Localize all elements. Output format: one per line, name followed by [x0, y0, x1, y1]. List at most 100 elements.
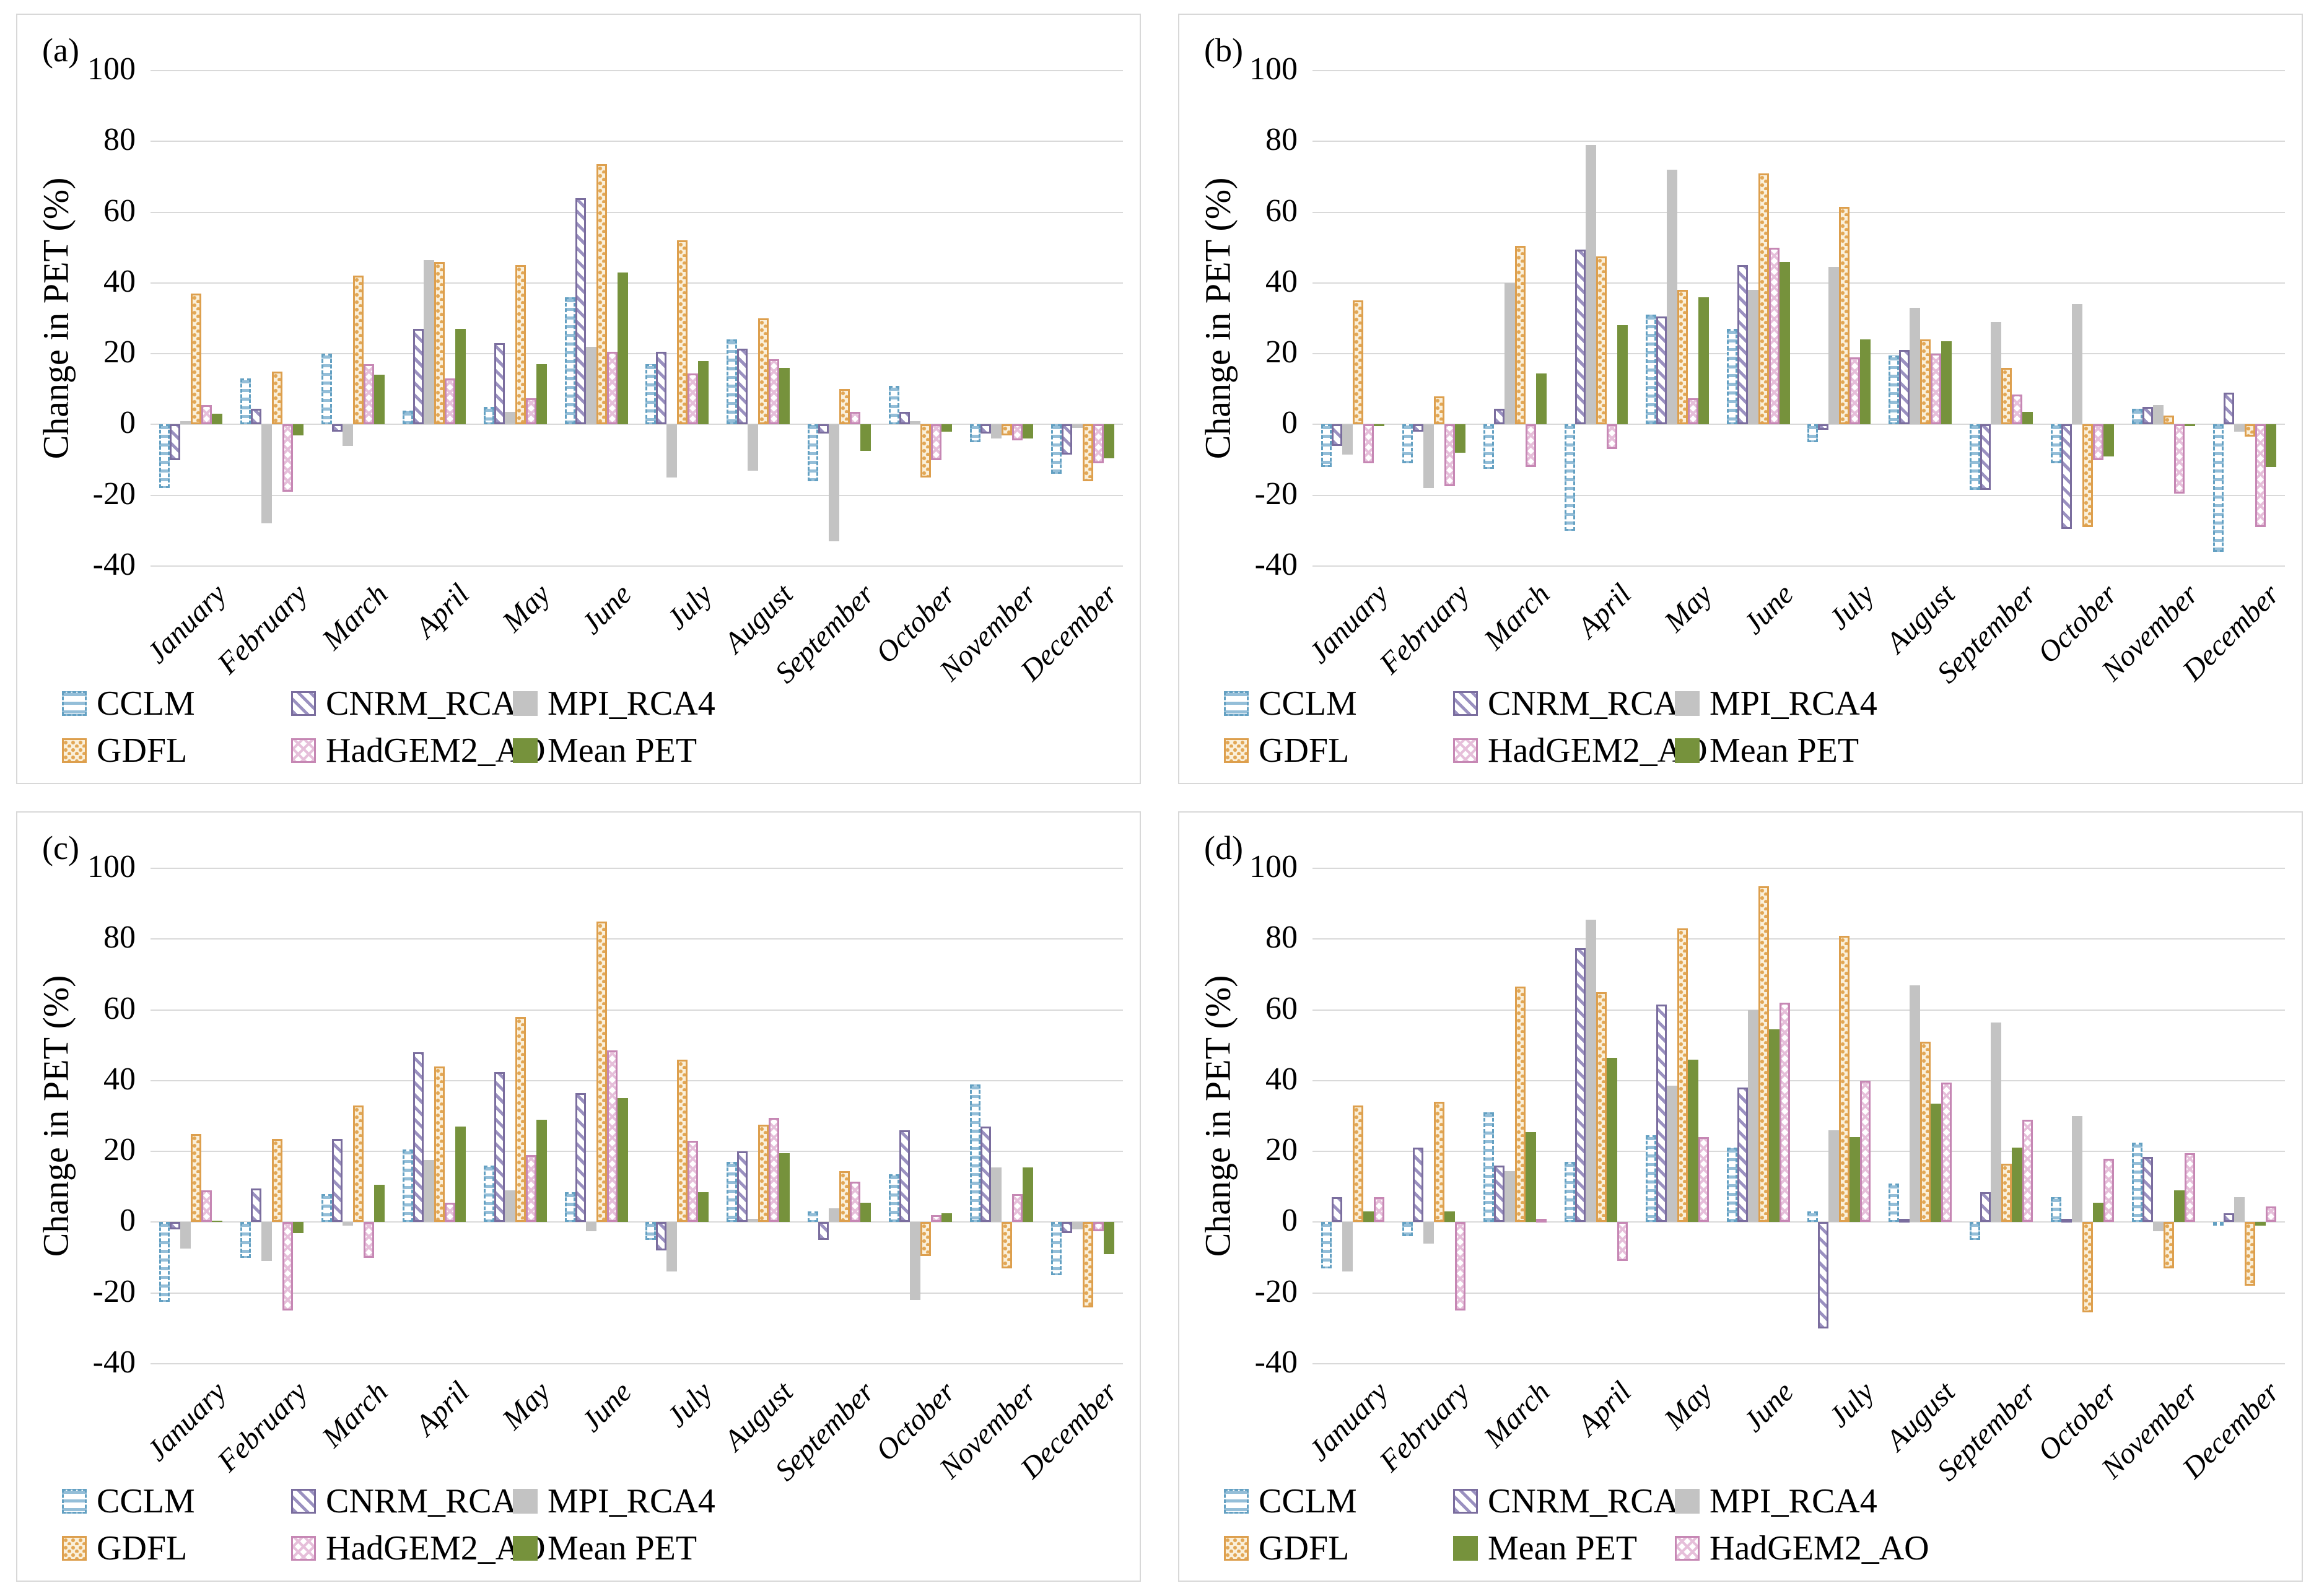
legend-item-HadGEM2-AO: HadGEM2_AO — [291, 731, 546, 770]
bar-Mean-PET-June — [617, 272, 628, 425]
y-tick-label: -40 — [92, 547, 136, 582]
bar-GDFL-May — [515, 1017, 526, 1223]
bar-CCLM-September — [808, 1211, 819, 1223]
plot-area — [1312, 70, 2285, 567]
bar-Mean-PET-February — [293, 1222, 304, 1233]
bar-CNRM-RCA-May — [1656, 1005, 1667, 1223]
bar-MPI-RCA4-August — [748, 424, 759, 471]
bar-MPI-RCA4-November — [990, 424, 1002, 439]
bar-MPI-RCA4-July — [1828, 267, 1840, 425]
bar-HadGEM2-AO-July — [1850, 357, 1861, 425]
legend-label: Mean PET — [1710, 731, 1859, 770]
legend-item-Mean-PET: Mean PET — [1453, 1528, 1637, 1568]
bar-HadGEM2-AO-June — [606, 352, 618, 425]
legend-item-MPI-RCA4: MPI_RCA4 — [1675, 684, 1877, 723]
bar-Mean-PET-April — [1617, 325, 1628, 425]
bar-Mean-PET-December — [1103, 424, 1114, 458]
bar-Mean-PET-July — [1850, 1137, 1861, 1223]
bar-HadGEM2-AO-January — [1374, 1197, 1385, 1223]
x-tick-label-February: February — [1373, 1375, 1475, 1478]
bar-GDFL-September — [839, 389, 850, 425]
bar-GDFL-August — [758, 1125, 769, 1223]
bar-CCLM-July — [1807, 424, 1819, 442]
bar-GDFL-November — [2163, 416, 2174, 425]
bar-CNRM-RCA-February — [1413, 1148, 1424, 1223]
legend-item-CCLM: CCLM — [62, 1481, 195, 1521]
legend-swatch-Mean-PET — [513, 738, 538, 763]
x-tick-label-July: July — [1822, 1375, 1881, 1434]
bar-Mean-PET-March — [1526, 1132, 1537, 1223]
bar-CCLM-August — [1889, 355, 1900, 425]
bar-CCLM-June — [564, 297, 575, 425]
legend-item-MPI-RCA4: MPI_RCA4 — [513, 1481, 715, 1521]
bar-HadGEM2-AO-October — [930, 1215, 941, 1223]
bar-CCLM-April — [402, 410, 413, 425]
legend-label: GDFL — [97, 731, 188, 770]
bar-CCLM-December — [1050, 1222, 1062, 1276]
bar-GDFL-May — [1677, 290, 1688, 425]
legend-swatch-CCLM — [62, 691, 87, 716]
bar-HadGEM2-AO-August — [1931, 354, 1942, 425]
bar-HadGEM2-AO-February — [1455, 1222, 1466, 1311]
legend-swatch-MPI-RCA4 — [513, 1489, 538, 1514]
x-tick-label-July: July — [1822, 577, 1881, 636]
bar-Mean-PET-April — [1606, 1057, 1617, 1223]
y-tick-label: 80 — [103, 122, 136, 158]
bar-HadGEM2-AO-February — [1444, 424, 1456, 487]
bar-HadGEM2-AO-August — [769, 1117, 780, 1223]
bar-Mean-PET-March — [374, 1185, 385, 1223]
x-tick-label-April: April — [1571, 577, 1638, 644]
bar-GDFL-February — [272, 1139, 283, 1223]
bar-CCLM-February — [240, 378, 251, 425]
bar-HadGEM2-AO-July — [688, 373, 699, 425]
bar-HadGEM2-AO-April — [444, 378, 455, 425]
x-tick-label-February: February — [211, 1375, 313, 1478]
bar-CNRM-RCA-September — [1980, 1192, 1991, 1223]
bar-Mean-PET-September — [860, 424, 871, 451]
bar-MPI-RCA4-May — [1666, 1086, 1677, 1223]
bar-GDFL-April — [434, 261, 445, 425]
bar-Mean-PET-November — [2184, 424, 2195, 427]
legend-item-GDFL: GDFL — [62, 1528, 187, 1568]
x-tick-label-February: February — [1373, 577, 1475, 681]
bar-GDFL-September — [839, 1171, 850, 1223]
bar-HadGEM2-AO-March — [1536, 1218, 1547, 1223]
bar-GDFL-December — [1082, 1222, 1093, 1307]
legend-label: Mean PET — [1488, 1529, 1638, 1568]
bar-CCLM-July — [645, 364, 657, 425]
gridline — [151, 1221, 1123, 1223]
bar-MPI-RCA4-December — [2234, 1197, 2245, 1223]
bar-CNRM-RCA-July — [1818, 1222, 1829, 1328]
bar-CNRM-RCA-November — [980, 424, 991, 434]
bar-GDFL-November — [1001, 424, 1012, 435]
x-tick-label-April: April — [409, 577, 476, 644]
gridline — [1312, 1009, 2285, 1011]
legend-item-CCLM: CCLM — [62, 684, 195, 723]
bar-CCLM-April — [1564, 1162, 1575, 1223]
bar-GDFL-April — [434, 1066, 445, 1223]
bar-CCLM-December — [2212, 424, 2224, 552]
legend-label: CNRM_RCA — [326, 1482, 517, 1520]
bar-CNRM-RCA-April — [1574, 249, 1586, 425]
bar-CCLM-November — [2131, 1142, 2142, 1223]
bar-GDFL-December — [2244, 424, 2255, 437]
y-tick-label: 60 — [1265, 193, 1298, 229]
legend-item-MPI-RCA4: MPI_RCA4 — [1675, 1481, 1877, 1521]
gridline — [151, 1151, 1123, 1153]
bar-CCLM-October — [2050, 1197, 2061, 1223]
bar-GDFL-November — [1001, 1222, 1012, 1268]
bar-Mean-PET-January — [1363, 1211, 1374, 1223]
x-tick-label-February: February — [211, 577, 313, 681]
gridline — [151, 1079, 1123, 1081]
gridline — [151, 211, 1123, 213]
bar-GDFL-August — [758, 318, 769, 425]
y-tick-label: 0 — [120, 1203, 136, 1239]
gridline — [1312, 1079, 2285, 1081]
bar-CNRM-RCA-April — [413, 1052, 424, 1223]
y-tick-label: -20 — [92, 1273, 136, 1309]
bar-CNRM-RCA-March — [1494, 408, 1505, 425]
bar-Mean-PET-September — [2022, 412, 2033, 425]
bar-Mean-PET-May — [1687, 1059, 1698, 1223]
bar-GDFL-February — [1434, 396, 1445, 425]
